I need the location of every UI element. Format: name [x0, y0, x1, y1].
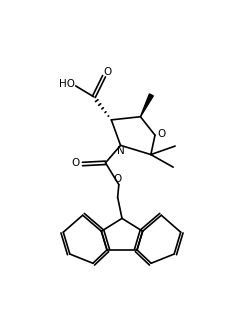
Text: O: O: [71, 158, 80, 168]
Polygon shape: [141, 94, 153, 117]
Text: N: N: [117, 146, 125, 156]
Text: O: O: [158, 129, 166, 139]
Text: O: O: [103, 67, 112, 77]
Text: O: O: [113, 174, 122, 184]
Text: HO: HO: [59, 79, 75, 89]
